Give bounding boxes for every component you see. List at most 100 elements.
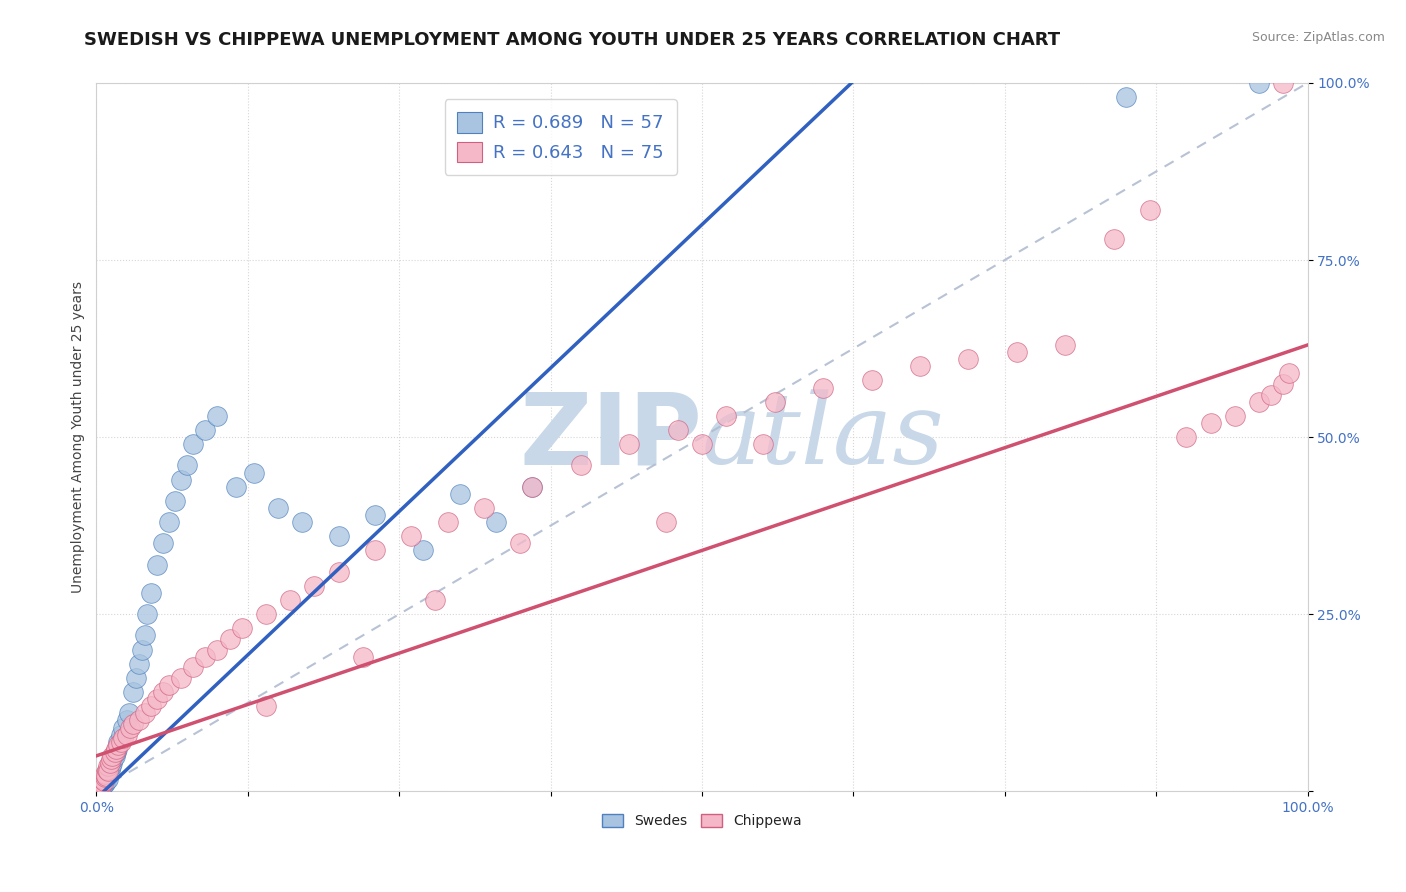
Point [110,734,132,748]
Point [1102,232,1125,246]
Point [90,779,112,793]
Text: ZIP: ZIP [519,389,702,485]
Point [86,780,108,795]
Point [243,466,266,480]
Point [97,759,120,773]
Point [1005,345,1028,359]
Point [194,649,217,664]
Point [134,706,156,721]
Point [278,593,301,607]
Legend: Swedes, Chippewa: Swedes, Chippewa [596,809,807,834]
Point [157,515,180,529]
Point [449,487,471,501]
Point [225,480,247,494]
Point [87,779,110,793]
Point [436,515,458,529]
Point [485,515,508,529]
Point [218,632,240,646]
Point [128,714,150,728]
Point [267,500,290,515]
Point [425,593,447,607]
Point [107,738,129,752]
Point [115,728,138,742]
Point [87,782,110,797]
Point [110,728,132,742]
Point [763,394,786,409]
Point [170,473,193,487]
Point [94,772,117,786]
Point [103,748,125,763]
Point [128,657,150,671]
Point [207,642,229,657]
Point [90,773,112,788]
Point [101,756,124,770]
Point [1249,394,1271,409]
Point [654,515,676,529]
Point [1272,376,1295,391]
Point [1223,409,1246,423]
Point [97,766,120,780]
Point [291,515,314,529]
Point [125,671,148,685]
Point [104,745,127,759]
Point [908,359,931,374]
Point [181,437,204,451]
Point [100,759,122,773]
Point [401,529,423,543]
Point [352,649,374,664]
Point [194,423,217,437]
Point [1199,416,1222,430]
Point [146,692,169,706]
Point [157,678,180,692]
Point [87,780,110,795]
Point [134,628,156,642]
Point [103,752,125,766]
Point [97,764,120,779]
Point [146,558,169,572]
Point [751,437,773,451]
Point [364,508,387,522]
Point [1272,76,1295,90]
Point [90,777,112,791]
Point [97,772,120,786]
Point [87,776,110,790]
Point [139,699,162,714]
Point [93,777,115,791]
Point [254,699,277,714]
Point [152,685,174,699]
Point [412,543,434,558]
Point [93,773,115,788]
Point [89,781,111,796]
Point [811,380,834,394]
Point [165,493,187,508]
Point [1249,76,1271,90]
Point [111,721,134,735]
Point [714,409,737,423]
Y-axis label: Unemployment Among Youth under 25 years: Unemployment Among Youth under 25 years [72,281,86,593]
Point [100,752,122,766]
Point [1278,367,1301,381]
Point [1175,430,1198,444]
Point [254,607,277,622]
Point [569,458,592,473]
Point [328,529,350,543]
Point [107,734,129,748]
Point [91,776,114,790]
Point [94,766,117,780]
Point [139,586,162,600]
Point [522,480,544,494]
Point [1115,90,1137,104]
Point [91,772,114,786]
Point [207,409,229,423]
Point [170,671,193,685]
Point [522,480,544,494]
Point [472,500,495,515]
Point [91,779,114,793]
Point [1054,338,1077,352]
Point [152,536,174,550]
Point [86,782,108,797]
Point [136,607,159,622]
Point [957,352,980,367]
Point [96,770,118,784]
Point [94,776,117,790]
